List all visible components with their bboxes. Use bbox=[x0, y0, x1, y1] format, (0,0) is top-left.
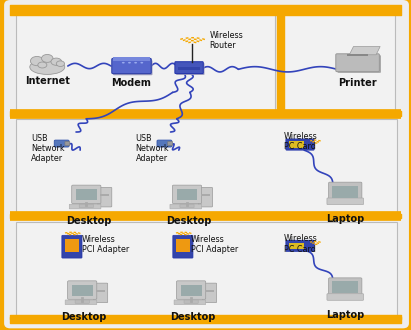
Text: USB
Network
Adapter: USB Network Adapter bbox=[136, 134, 169, 163]
Text: Wireless
PCI Adapter: Wireless PCI Adapter bbox=[191, 235, 238, 254]
FancyBboxPatch shape bbox=[286, 139, 314, 150]
FancyBboxPatch shape bbox=[180, 204, 194, 208]
Text: Wireless
PC Card: Wireless PC Card bbox=[284, 132, 317, 151]
Ellipse shape bbox=[42, 54, 53, 62]
FancyBboxPatch shape bbox=[75, 300, 89, 303]
FancyBboxPatch shape bbox=[65, 300, 97, 305]
FancyBboxPatch shape bbox=[347, 54, 368, 56]
FancyBboxPatch shape bbox=[282, 13, 395, 114]
FancyBboxPatch shape bbox=[170, 204, 202, 209]
Polygon shape bbox=[349, 47, 380, 55]
FancyBboxPatch shape bbox=[172, 185, 201, 204]
FancyBboxPatch shape bbox=[72, 185, 101, 204]
FancyBboxPatch shape bbox=[336, 54, 379, 72]
Ellipse shape bbox=[56, 61, 65, 67]
FancyBboxPatch shape bbox=[178, 67, 200, 70]
Text: Laptop: Laptop bbox=[326, 310, 365, 319]
Ellipse shape bbox=[134, 62, 137, 63]
Ellipse shape bbox=[51, 58, 62, 65]
FancyBboxPatch shape bbox=[79, 204, 93, 208]
FancyBboxPatch shape bbox=[65, 142, 70, 146]
FancyBboxPatch shape bbox=[175, 62, 203, 74]
FancyBboxPatch shape bbox=[184, 300, 198, 303]
FancyBboxPatch shape bbox=[337, 55, 381, 73]
Text: Desktop: Desktop bbox=[62, 312, 107, 322]
FancyBboxPatch shape bbox=[168, 142, 173, 146]
FancyBboxPatch shape bbox=[181, 285, 201, 296]
Ellipse shape bbox=[30, 56, 44, 66]
FancyBboxPatch shape bbox=[113, 57, 150, 61]
Ellipse shape bbox=[141, 62, 143, 63]
FancyBboxPatch shape bbox=[100, 194, 109, 196]
Ellipse shape bbox=[38, 62, 47, 68]
FancyBboxPatch shape bbox=[72, 285, 92, 296]
Ellipse shape bbox=[122, 62, 125, 63]
FancyBboxPatch shape bbox=[332, 186, 358, 198]
FancyBboxPatch shape bbox=[96, 290, 105, 292]
Text: Wireless
PC Card: Wireless PC Card bbox=[284, 234, 317, 254]
FancyBboxPatch shape bbox=[157, 140, 172, 147]
FancyBboxPatch shape bbox=[289, 243, 304, 249]
Text: Desktop: Desktop bbox=[166, 216, 212, 226]
FancyBboxPatch shape bbox=[112, 58, 151, 74]
FancyBboxPatch shape bbox=[173, 235, 193, 258]
Text: Wireless
Router: Wireless Router bbox=[210, 31, 243, 50]
FancyBboxPatch shape bbox=[329, 182, 362, 201]
FancyBboxPatch shape bbox=[327, 294, 363, 300]
Text: Desktop: Desktop bbox=[66, 216, 111, 226]
FancyBboxPatch shape bbox=[16, 222, 397, 317]
FancyBboxPatch shape bbox=[98, 187, 112, 207]
FancyBboxPatch shape bbox=[176, 239, 190, 252]
FancyBboxPatch shape bbox=[176, 63, 205, 75]
FancyBboxPatch shape bbox=[329, 278, 362, 296]
FancyBboxPatch shape bbox=[62, 235, 82, 258]
FancyBboxPatch shape bbox=[177, 281, 206, 299]
FancyBboxPatch shape bbox=[203, 283, 217, 303]
FancyBboxPatch shape bbox=[4, 0, 409, 328]
FancyBboxPatch shape bbox=[289, 141, 304, 148]
FancyBboxPatch shape bbox=[16, 13, 275, 114]
FancyBboxPatch shape bbox=[205, 290, 214, 292]
FancyBboxPatch shape bbox=[327, 198, 363, 205]
FancyBboxPatch shape bbox=[16, 119, 397, 216]
Text: USB
Network
Adapter: USB Network Adapter bbox=[31, 134, 65, 163]
Text: Wireless
PCI Adapter: Wireless PCI Adapter bbox=[82, 235, 129, 254]
FancyBboxPatch shape bbox=[174, 300, 206, 305]
FancyBboxPatch shape bbox=[69, 204, 101, 209]
FancyBboxPatch shape bbox=[332, 281, 358, 293]
FancyBboxPatch shape bbox=[54, 140, 69, 147]
Text: Modem: Modem bbox=[111, 78, 152, 88]
FancyBboxPatch shape bbox=[76, 189, 97, 200]
Ellipse shape bbox=[30, 59, 65, 75]
Text: Laptop: Laptop bbox=[326, 214, 365, 224]
FancyBboxPatch shape bbox=[199, 187, 212, 207]
FancyBboxPatch shape bbox=[201, 194, 210, 196]
FancyBboxPatch shape bbox=[67, 281, 97, 299]
FancyBboxPatch shape bbox=[94, 283, 108, 303]
Text: Printer: Printer bbox=[338, 78, 377, 87]
FancyBboxPatch shape bbox=[177, 189, 197, 200]
FancyBboxPatch shape bbox=[286, 240, 314, 251]
Text: Desktop: Desktop bbox=[171, 312, 216, 322]
Ellipse shape bbox=[128, 62, 131, 63]
FancyBboxPatch shape bbox=[65, 239, 79, 252]
FancyBboxPatch shape bbox=[113, 60, 152, 75]
Text: Internet: Internet bbox=[25, 76, 70, 86]
